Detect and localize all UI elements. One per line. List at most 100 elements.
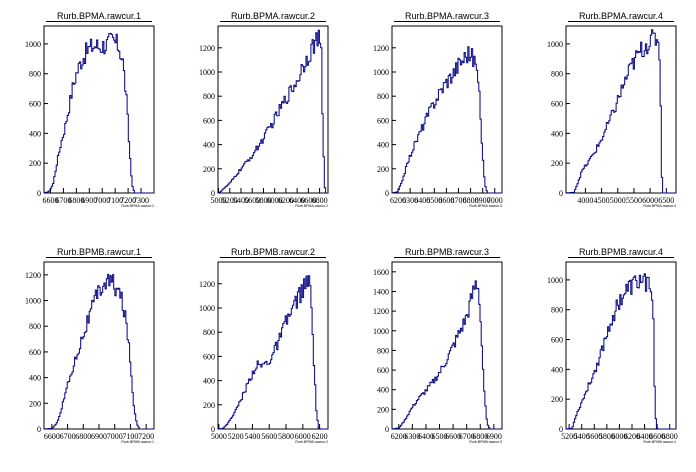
y-tick-label: 1000 [199, 304, 215, 313]
histogram-svg-4: Rurb.BPMA.rawcur.4 0 200 400 600 800 1000 4000 4… [547, 9, 677, 208]
y-tick-label: 600 [551, 336, 563, 345]
y-tick-label: 600 [29, 348, 41, 357]
x-tick-label: 7300 [133, 196, 149, 205]
x-tick-label: 6500 [432, 432, 448, 441]
x-tick-label: 6700 [55, 196, 71, 205]
y-tick-label: 1000 [25, 40, 41, 49]
x-tick-label: 7100 [122, 432, 138, 441]
y-tick-label: 200 [203, 165, 215, 174]
y-tick-label: 1200 [25, 271, 41, 280]
x-tick-label: 6700 [459, 432, 475, 441]
x-tick-label: 6800 [312, 196, 328, 205]
y-tick-label: 1000 [373, 68, 389, 77]
histogram-series [217, 29, 328, 194]
pad-title-box [568, 9, 674, 22]
x-tick-label: 6600 [649, 432, 665, 441]
x-tick-label: 6000 [295, 432, 311, 441]
pad-title: Rurb.BPMA.rawcur.2 [231, 11, 315, 21]
x-tick-label: 6200 [624, 432, 640, 441]
x-axis-title: Rurb.BPMB.rawcur.3 [469, 440, 502, 444]
histogram-svg-3: Rurb.BPMA.rawcur.3 0 200 400 600 800 1000 1200 6… [373, 9, 503, 208]
x-axis-title: Rurb.BPMA.rawcur.2 [295, 204, 328, 208]
x-tick-label: 6400 [289, 196, 305, 205]
pad-title: Rurb.BPMA.rawcur.3 [405, 11, 489, 21]
y-tick-label: 200 [377, 405, 389, 414]
x-tick-label: 7000 [94, 196, 110, 205]
y-tick-label: 1200 [373, 44, 389, 53]
x-tick-label: 6800 [68, 196, 84, 205]
x-axis-title: Rurb.BPMA.rawcur.1 [121, 204, 154, 208]
y-tick-label: 1000 [199, 68, 215, 77]
plot-frame [217, 25, 329, 194]
y-tick-label: 0 [559, 425, 563, 434]
x-tick-label: 5800 [255, 196, 271, 205]
plot-frame [565, 261, 677, 430]
histogram-svg-5: Rurb.BPMB.rawcur.1 0 200 400 600 800 1000 1200 6… [25, 245, 155, 444]
x-tick-label: 6800 [75, 432, 91, 441]
histogram-pad-2: Rurb.BPMA.rawcur.2 0 200 400 600 800 1000 1200 5… [174, 0, 348, 236]
x-tick-label: 6000 [267, 196, 283, 205]
histogram-svg-6: Rurb.BPMB.rawcur.2 0 200 400 600 800 1000 1200 5… [199, 245, 329, 444]
y-tick-label: 800 [551, 70, 563, 79]
pad-title-box [46, 245, 152, 258]
pad-title: Rurb.BPMB.rawcur.4 [579, 247, 663, 257]
y-tick-label: 1000 [373, 327, 389, 336]
y-tick-label: 600 [203, 116, 215, 125]
histogram-series [217, 275, 328, 430]
y-tick-label: 400 [377, 141, 389, 150]
y-tick-label: 0 [37, 189, 41, 198]
y-tick-label: 400 [203, 141, 215, 150]
histogram-pad-8: Rurb.BPMB.rawcur.4 0 200 400 600 800 1000 5200 5… [522, 236, 696, 472]
y-tick-label: 800 [551, 306, 563, 315]
y-tick-label: 200 [203, 401, 215, 410]
y-tick-label: 200 [551, 159, 563, 168]
plot-frame [391, 25, 503, 194]
y-tick-label: 600 [377, 116, 389, 125]
x-axis-title: Rurb.BPMA.rawcur.3 [469, 204, 502, 208]
y-tick-label: 800 [377, 346, 389, 355]
x-tick-label: 6200 [278, 196, 294, 205]
y-tick-label: 600 [551, 100, 563, 109]
x-tick-label: 5400 [233, 196, 249, 205]
x-tick-label: 5200 [228, 432, 244, 441]
x-tick-label: 6800 [463, 196, 479, 205]
y-tick-label: 400 [203, 377, 215, 386]
y-tick-label: 400 [29, 129, 41, 138]
histogram-series [43, 273, 154, 430]
plot-frame [43, 25, 155, 194]
y-tick-label: 600 [377, 366, 389, 375]
y-tick-label: 0 [559, 189, 563, 198]
y-tick-label: 0 [211, 425, 215, 434]
y-tick-label: 1200 [373, 307, 389, 316]
x-tick-label: 6700 [450, 196, 466, 205]
pad-title: Rurb.BPMB.rawcur.3 [405, 247, 489, 257]
pad-title-box [220, 9, 326, 22]
x-axis-title: Rurb.BPMA.rawcur.4 [643, 204, 676, 208]
x-axis-title: Rurb.BPMB.rawcur.2 [295, 440, 328, 444]
y-tick-label: 200 [29, 159, 41, 168]
plot-frame [565, 25, 677, 194]
histogram-pad-5: Rurb.BPMB.rawcur.1 0 200 400 600 800 1000 1200 6… [0, 236, 174, 472]
pad-title: Rurb.BPMB.rawcur.2 [231, 247, 315, 257]
x-tick-label: 5500 [626, 196, 642, 205]
y-tick-label: 400 [551, 129, 563, 138]
histogram-svg-1: Rurb.BPMA.rawcur.10200400600800100066006… [25, 9, 155, 208]
x-tick-label: 6900 [486, 432, 502, 441]
plot-frame [217, 261, 329, 430]
x-tick-label: 6700 [60, 432, 76, 441]
y-tick-label: 400 [551, 365, 563, 374]
x-tick-label: 6300 [402, 196, 418, 205]
histogram-svg-7: Rurb.BPMB.rawcur.3 0 200 400 600 800 1000 1200 1… [373, 245, 503, 444]
y-tick-label: 600 [29, 100, 41, 109]
x-tick-label: 5600 [261, 432, 277, 441]
x-tick-label: 6200 [390, 196, 406, 205]
y-tick-label: 0 [385, 189, 389, 198]
histogram-pad-4: Rurb.BPMA.rawcur.4 0 200 400 600 800 1000 4000 4… [522, 0, 696, 236]
y-tick-label: 200 [377, 165, 389, 174]
histogram-series [391, 46, 502, 194]
y-tick-label: 800 [29, 70, 41, 79]
x-tick-label: 5200 [561, 432, 577, 441]
x-tick-label: 6400 [414, 196, 430, 205]
x-tick-label: 6900 [81, 196, 97, 205]
x-tick-label: 6600 [438, 196, 454, 205]
